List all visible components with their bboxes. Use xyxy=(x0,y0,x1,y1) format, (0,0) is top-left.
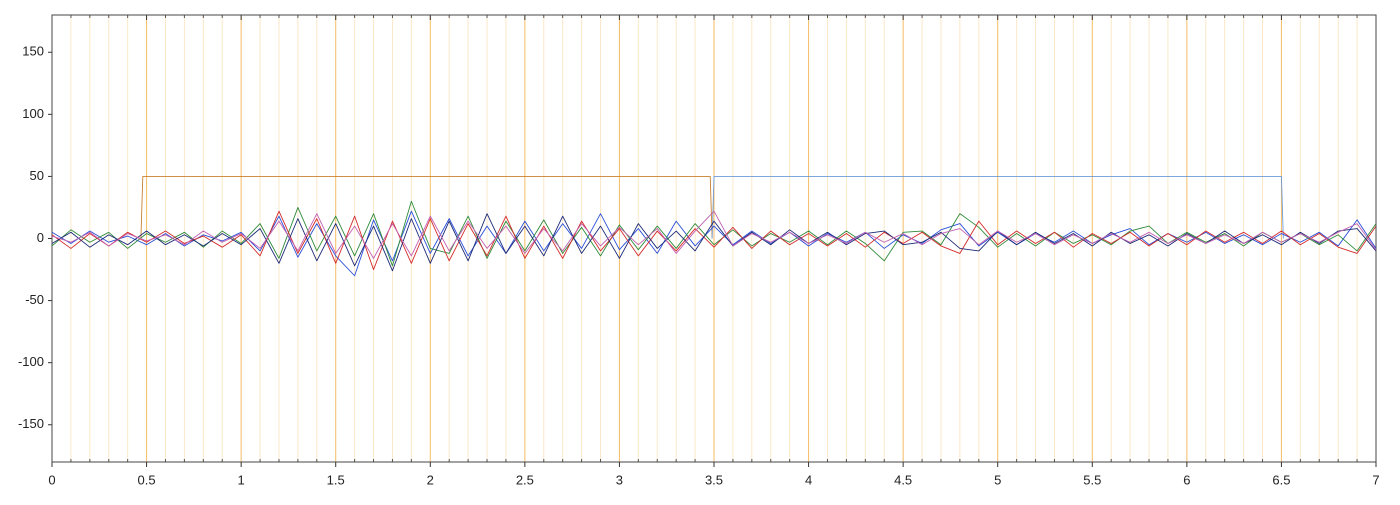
x-tick-label: 0 xyxy=(48,472,55,487)
x-tick-label: 3.5 xyxy=(705,472,723,487)
x-tick-label: 5 xyxy=(994,472,1001,487)
x-tick-label: 3 xyxy=(616,472,623,487)
x-tick-label: 4 xyxy=(805,472,812,487)
series-line xyxy=(51,213,1377,272)
series-line xyxy=(711,175,1284,239)
x-tick-label: 0.5 xyxy=(138,472,156,487)
series-line xyxy=(51,200,1377,267)
x-tick-label: 2 xyxy=(427,472,434,487)
x-tick-label: 5.5 xyxy=(1083,472,1101,487)
x-tick-label: 6 xyxy=(1183,472,1190,487)
y-tick-label: 0 xyxy=(37,230,44,245)
y-tick-label: 150 xyxy=(22,44,44,59)
plot-frame xyxy=(51,14,1377,463)
series-line xyxy=(140,175,713,239)
y-tick-label: 50 xyxy=(30,168,44,183)
series-line xyxy=(51,210,1377,259)
y-tick-label: -50 xyxy=(25,292,44,307)
y-tick-label: -100 xyxy=(18,354,44,369)
x-tick-label: 1.5 xyxy=(327,472,345,487)
series-line xyxy=(51,210,1377,270)
y-tick-label: -150 xyxy=(18,416,44,431)
series-line xyxy=(51,210,1377,277)
x-tick-label: 6.5 xyxy=(1272,472,1290,487)
x-tick-label: 4.5 xyxy=(894,472,912,487)
x-tick-label: 1 xyxy=(238,472,245,487)
y-tick-label: 100 xyxy=(22,106,44,121)
x-tick-label: 2.5 xyxy=(516,472,534,487)
x-tick-label: 7 xyxy=(1372,472,1379,487)
